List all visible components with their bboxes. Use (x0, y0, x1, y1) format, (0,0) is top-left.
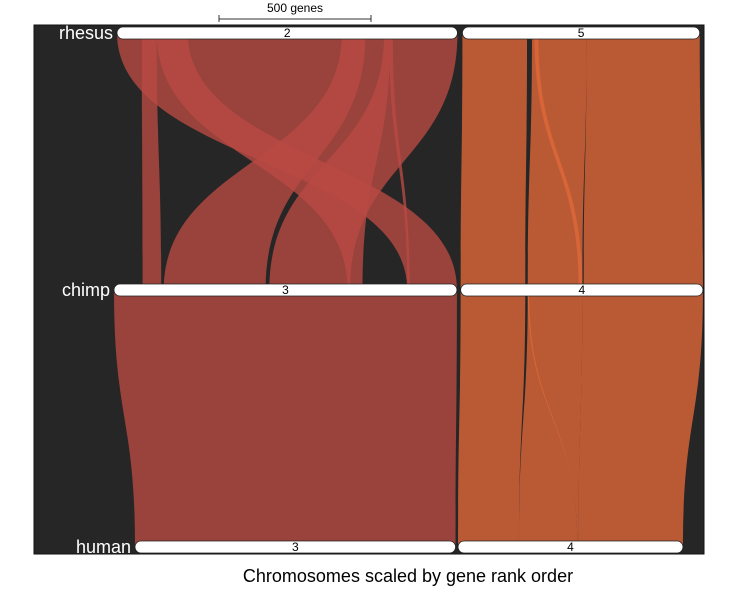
chromosome-bar (113, 283, 458, 297)
chart-caption: Chromosomes scaled by gene rank order (243, 566, 573, 586)
chromosome-label: 4 (578, 283, 585, 297)
genome-label: rhesus (59, 23, 113, 43)
genome-label: human (76, 537, 131, 557)
chromosome-label: 4 (567, 540, 574, 554)
synteny-ribbon (141, 33, 162, 290)
chromosome-bar (134, 540, 456, 554)
chromosome-bar (457, 540, 684, 554)
synteny-ribbon (578, 290, 703, 547)
genome-label: chimp (62, 280, 110, 300)
genome-labels-layer: rhesus chimp human (59, 23, 131, 557)
scale-bar-label: 500 genes (267, 1, 323, 15)
chromosome-label: 2 (284, 26, 291, 40)
chromosome-label: 3 (292, 540, 299, 554)
synteny-ribbon (518, 290, 578, 547)
ribbons-layer (114, 33, 703, 547)
chromosome-bar (462, 26, 701, 40)
chromosome-label: 5 (578, 26, 585, 40)
synteny-ribbon (460, 33, 528, 290)
synteny-ribbon (114, 290, 457, 547)
chromosomes-layer: 2 5 3 4 3 4 (113, 26, 704, 554)
synteny-ribbon (269, 33, 458, 290)
chromosome-bar (116, 26, 458, 40)
synteny-ribbon (527, 290, 583, 547)
synteny-ribbon (458, 290, 526, 547)
synteny-ribbon (163, 33, 366, 290)
synteny-ribbon (389, 33, 410, 290)
chromosome-label: 3 (282, 283, 289, 297)
scale-bar: 500 genes (218, 1, 372, 22)
synteny-ribbon (534, 33, 583, 290)
chromosome-bar (460, 283, 704, 297)
synteny-ribbon (583, 33, 703, 290)
